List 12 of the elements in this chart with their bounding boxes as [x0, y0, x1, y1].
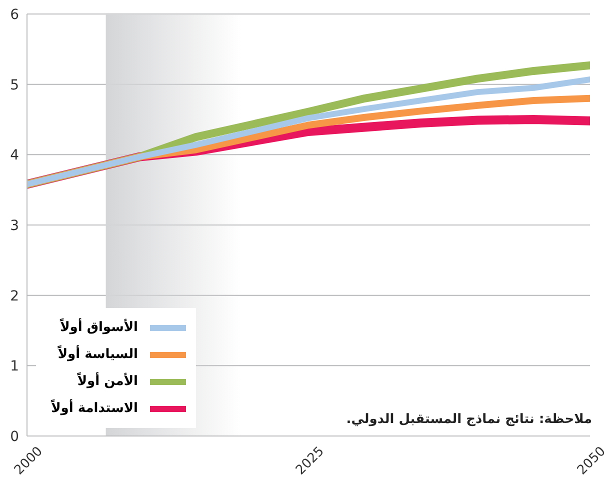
- y-tick-label: 3: [10, 218, 19, 234]
- legend-label: الأمن أولاً: [77, 374, 138, 389]
- y-tick-label: 6: [10, 6, 20, 23]
- legend-label: الأسواق أولاً: [60, 320, 138, 335]
- legend-label: السياسة أولاً: [58, 347, 138, 362]
- y-tick-label: 4: [10, 148, 20, 164]
- y-tick-label: 0: [10, 428, 19, 445]
- y-tick-label: 2: [10, 288, 19, 304]
- annotation: ملاحظة: نتائج نماذج المستقبل الدولي.: [346, 412, 592, 427]
- legend-label: الاستدامة أولاً: [51, 401, 138, 416]
- y-tick-label: 5: [10, 77, 19, 94]
- y-tick-label: 1: [10, 358, 19, 375]
